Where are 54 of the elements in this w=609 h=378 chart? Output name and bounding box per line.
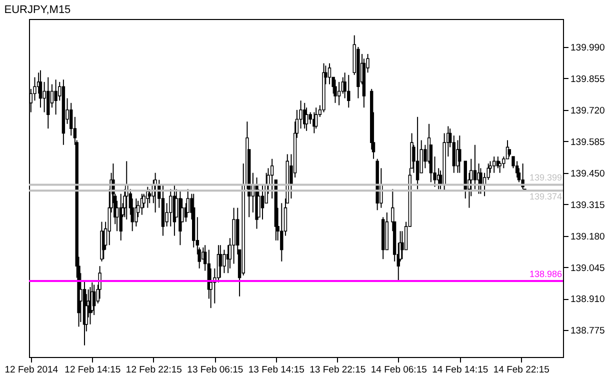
y-tick-label: 139.315 <box>570 200 605 211</box>
y-tick-label: 138.910 <box>570 294 605 306</box>
candlestick <box>458 135 462 174</box>
candlestick <box>473 144 477 190</box>
candlestick <box>314 107 318 130</box>
x-tick-label: 13 Feb 14:15 <box>248 364 304 376</box>
candlestick <box>304 107 308 132</box>
candlestick <box>260 184 264 220</box>
x-tick-label: 14 Feb 06:15 <box>370 364 427 376</box>
chart-title: EURJPY,M15 <box>4 4 71 16</box>
candlestick <box>98 266 102 300</box>
candlestick <box>492 156 496 174</box>
y-tick-label: 139.585 <box>570 136 605 148</box>
x-tick-label: 12 Feb 2014 <box>4 364 58 376</box>
candlestick <box>134 198 138 227</box>
ref-line-label: 139.374 <box>529 192 562 202</box>
ref-line-label: 139.399 <box>529 172 562 183</box>
candlestick <box>218 244 222 278</box>
candlestick <box>146 186 150 208</box>
candlestick <box>452 135 456 174</box>
y-tick-label: 139.045 <box>570 262 605 274</box>
y-tick-label: 139.450 <box>570 168 605 180</box>
x-tick-label: 14 Feb 14:15 <box>432 364 488 376</box>
candlestick <box>498 160 502 174</box>
candlestick <box>334 79 337 104</box>
x-tick-label: 14 Feb 22:15 <box>493 364 550 376</box>
x-tick-label: 13 Feb 06:15 <box>187 364 244 376</box>
candlestick <box>479 168 482 194</box>
candlestick <box>169 188 172 227</box>
candlestick <box>328 62 332 85</box>
candlestick <box>222 249 226 274</box>
candlestick <box>148 188 152 204</box>
candlestick <box>416 116 420 190</box>
y-tick-label: 139.855 <box>570 74 605 85</box>
y-tick-label: 138.775 <box>570 326 605 337</box>
candlestick <box>257 188 260 218</box>
x-tick-label: 12 Feb 14:15 <box>64 364 121 376</box>
candlestick <box>486 163 490 180</box>
candlestick <box>347 74 350 108</box>
candlestick <box>38 70 42 108</box>
candlestick <box>337 81 341 106</box>
y-tick-label: 139.720 <box>570 105 605 116</box>
candlestick <box>46 76 50 130</box>
candlestick <box>92 284 96 316</box>
candlestick <box>270 158 274 199</box>
ref-line-label: 138.986 <box>529 269 562 280</box>
y-tick-label: 139.180 <box>570 231 605 242</box>
candlestick <box>70 102 73 136</box>
x-tick-label: 12 Feb 22:15 <box>126 364 182 376</box>
y-tick-label: 139.990 <box>570 42 605 54</box>
candlestick <box>280 202 284 262</box>
candlestick <box>42 81 46 113</box>
x-tick-label: 13 Feb 22:15 <box>310 364 366 376</box>
candlestick <box>54 79 58 116</box>
